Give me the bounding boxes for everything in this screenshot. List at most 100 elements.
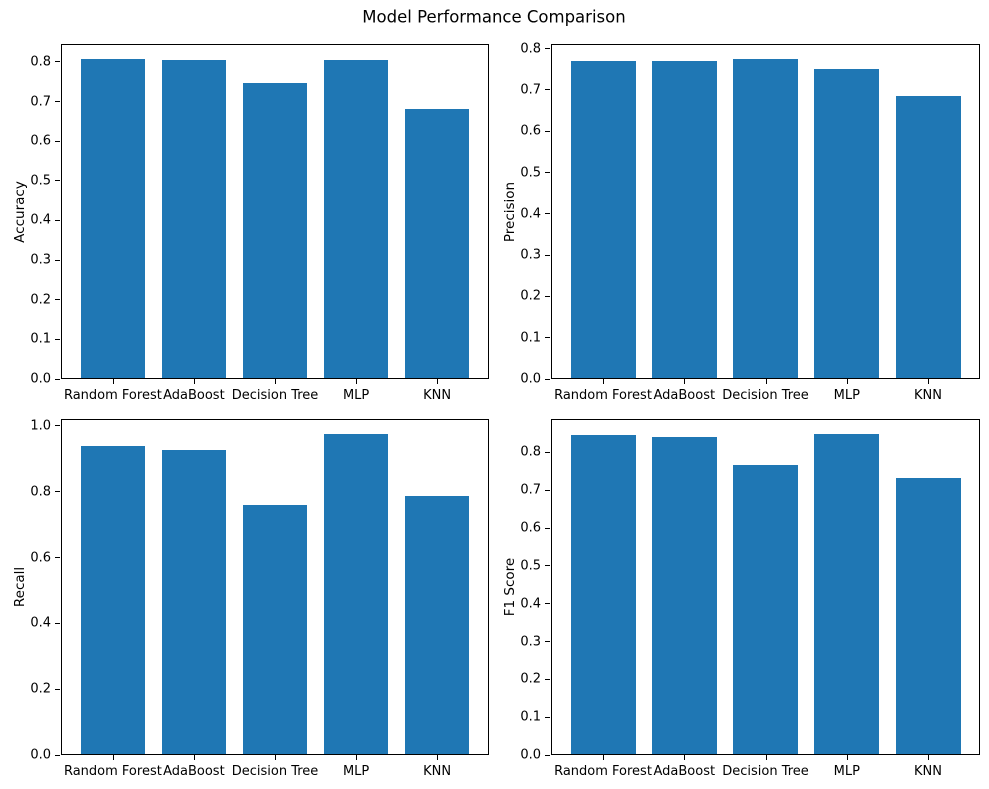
y-tick-label: 0.4 <box>30 615 51 631</box>
y-tick-mark <box>545 295 550 297</box>
y-tick-label: 0.7 <box>520 482 541 498</box>
x-tick-mark <box>928 379 929 384</box>
y-tick-label: 0.2 <box>520 288 541 304</box>
y-tick-mark <box>55 425 60 427</box>
axes-f1-score <box>551 419 980 755</box>
y-tick-mark <box>545 603 550 605</box>
bar-f1-score-knn <box>895 477 961 754</box>
y-tick-mark <box>545 337 550 339</box>
y-tick-mark <box>545 489 550 491</box>
y-tick-mark <box>545 678 550 680</box>
x-tick-mark <box>765 755 767 760</box>
y-tick-mark <box>545 641 550 642</box>
y-tick-label: 0.1 <box>520 709 541 725</box>
x-tick-mark <box>112 379 114 384</box>
y-tick-mark <box>545 754 550 756</box>
y-tick-label: 0.6 <box>30 133 51 149</box>
y-tick-label: 0.5 <box>520 165 541 180</box>
y-tick-mark <box>55 754 60 756</box>
bar-f1-score-mlp <box>814 433 880 754</box>
y-tick-mark <box>55 101 60 102</box>
axes-recall <box>61 419 489 755</box>
x-tick-label-adaboost: AdaBoost <box>653 388 716 403</box>
y-tick-label: 0.1 <box>520 330 541 346</box>
x-tick-mark <box>437 379 439 384</box>
x-tick-mark <box>193 379 195 384</box>
bar-recall-decision-tree <box>242 504 308 754</box>
y-tick-label: 0.1 <box>30 331 51 347</box>
y-tick-mark <box>545 48 550 49</box>
y-tick-label: 0.7 <box>30 94 51 109</box>
y-tick-mark <box>55 61 60 63</box>
y-tick-mark <box>55 338 60 340</box>
y-tick-label: 0.0 <box>520 371 541 387</box>
x-tick-label-knn: KNN <box>423 388 452 403</box>
y-tick-label: 0.8 <box>520 444 541 460</box>
bar-precision-mlp <box>814 68 880 378</box>
x-tick-label-decision-tree: Decision Tree <box>722 764 809 779</box>
y-tick-label: 0.8 <box>30 54 51 70</box>
y-tick-label: 0.6 <box>520 123 541 139</box>
bar-recall-mlp <box>323 434 389 754</box>
y-tick-mark <box>545 716 550 718</box>
x-tick-label-adaboost: AdaBoost <box>163 764 225 779</box>
y-tick-mark <box>545 213 550 215</box>
x-tick-mark <box>765 379 767 384</box>
axes-accuracy <box>61 44 489 379</box>
y-tick-mark <box>55 299 60 301</box>
y-tick-mark <box>55 259 60 261</box>
x-tick-label-knn: KNN <box>423 764 452 779</box>
x-tick-label-decision-tree: Decision Tree <box>231 764 319 779</box>
x-tick-mark <box>112 755 114 760</box>
y-tick-label: 0.0 <box>30 747 51 763</box>
y-tick-label: 0.0 <box>30 371 51 387</box>
bar-f1-score-decision-tree <box>733 464 798 754</box>
bar-precision-decision-tree <box>733 59 798 378</box>
y-tick-mark <box>545 451 550 453</box>
y-tick-mark <box>55 378 60 380</box>
y-tick-label: 1.0 <box>30 418 51 434</box>
x-tick-mark <box>356 755 358 760</box>
y-tick-mark <box>55 140 60 142</box>
y-axis-label-accuracy: Accuracy <box>12 180 28 243</box>
x-tick-label-mlp: MLP <box>342 388 370 403</box>
y-tick-label: 0.4 <box>30 212 51 228</box>
y-tick-label: 0.4 <box>520 206 541 222</box>
y-tick-label: 0.0 <box>520 747 541 763</box>
y-tick-mark <box>55 491 60 493</box>
x-tick-label-random-forest: Random Forest <box>63 388 162 403</box>
bar-precision-adaboost <box>651 60 717 378</box>
x-tick-label-decision-tree: Decision Tree <box>722 388 809 403</box>
x-tick-label-knn: KNN <box>914 764 942 779</box>
bar-f1-score-random-forest <box>570 435 636 754</box>
x-tick-label-random-forest: Random Forest <box>63 764 162 779</box>
figure-title: Model Performance Comparison <box>362 7 626 27</box>
x-tick-mark <box>437 755 439 760</box>
bar-recall-knn <box>404 495 470 754</box>
bar-recall-adaboost <box>161 449 227 754</box>
bar-precision-random-forest <box>570 60 636 378</box>
y-axis-label-f1-score: F1 Score <box>502 557 518 617</box>
x-tick-mark <box>603 379 604 384</box>
bar-accuracy-mlp <box>323 59 389 378</box>
y-tick-mark <box>55 557 60 558</box>
y-tick-label: 0.2 <box>30 681 51 697</box>
y-tick-label: 0.3 <box>30 252 51 268</box>
y-tick-label: 0.3 <box>520 247 541 263</box>
bar-accuracy-random-forest <box>80 58 146 378</box>
x-tick-mark <box>684 379 686 384</box>
bar-accuracy-adaboost <box>161 59 227 378</box>
y-tick-label: 0.2 <box>520 671 541 687</box>
y-tick-mark <box>55 219 60 221</box>
x-tick-mark <box>928 755 929 760</box>
x-tick-mark <box>846 379 848 384</box>
x-tick-mark <box>603 755 604 760</box>
y-tick-label: 0.5 <box>520 558 541 574</box>
y-tick-mark <box>545 378 550 380</box>
y-tick-mark <box>545 89 550 91</box>
y-tick-mark <box>55 180 60 182</box>
x-tick-label-mlp: MLP <box>833 388 860 403</box>
bar-recall-random-forest <box>80 446 146 754</box>
x-tick-label-adaboost: AdaBoost <box>653 764 716 779</box>
y-tick-mark <box>55 688 60 690</box>
